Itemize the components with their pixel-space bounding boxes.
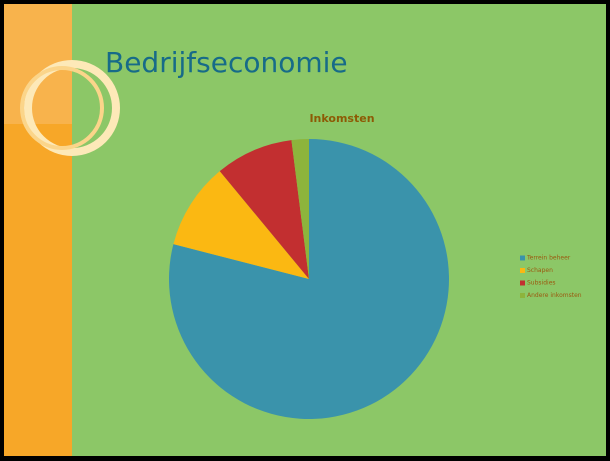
pie-slice — [291, 139, 309, 279]
legend-label: Andere inkomsten — [527, 292, 582, 299]
legend-label: Subsidies — [527, 280, 556, 287]
chart-title: Inkomsten — [309, 112, 374, 125]
legend-swatch — [520, 280, 525, 286]
legend-label: Schapen — [527, 267, 553, 274]
pie-slice — [219, 140, 309, 279]
pie-slice — [173, 171, 309, 279]
pie-slice — [168, 139, 449, 420]
legend-label: Terrein beheer — [526, 255, 571, 262]
decor-ring — [20, 66, 104, 150]
legend-swatch — [520, 255, 525, 261]
legend-swatch — [520, 268, 525, 273]
decor-ring — [24, 60, 120, 156]
legend-swatch — [520, 293, 525, 298]
slide-title: Bedrijfseconomie — [105, 46, 348, 79]
